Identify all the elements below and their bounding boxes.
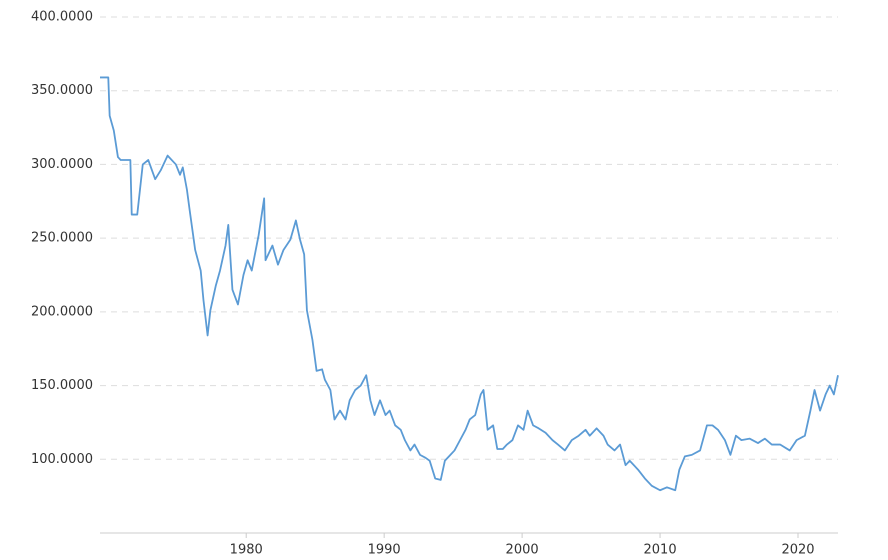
y-tick-label: 300.0000 bbox=[31, 157, 93, 172]
x-tick-label: 2010 bbox=[644, 543, 677, 558]
y-tick-label: 200.0000 bbox=[31, 304, 93, 319]
x-tick-label: 1980 bbox=[230, 543, 263, 558]
x-tick-label: 2020 bbox=[781, 543, 814, 558]
price-line bbox=[100, 76, 839, 492]
y-tick-label: 400.0000 bbox=[31, 10, 93, 25]
x-tick-label: 2000 bbox=[506, 543, 539, 558]
x-tick-label: 1990 bbox=[368, 543, 401, 558]
y-tick-label: 250.0000 bbox=[31, 231, 93, 246]
y-tick-label: 350.0000 bbox=[31, 83, 93, 98]
y-tick-label: 100.0000 bbox=[31, 452, 93, 467]
y-tick-label: 150.0000 bbox=[31, 378, 93, 393]
